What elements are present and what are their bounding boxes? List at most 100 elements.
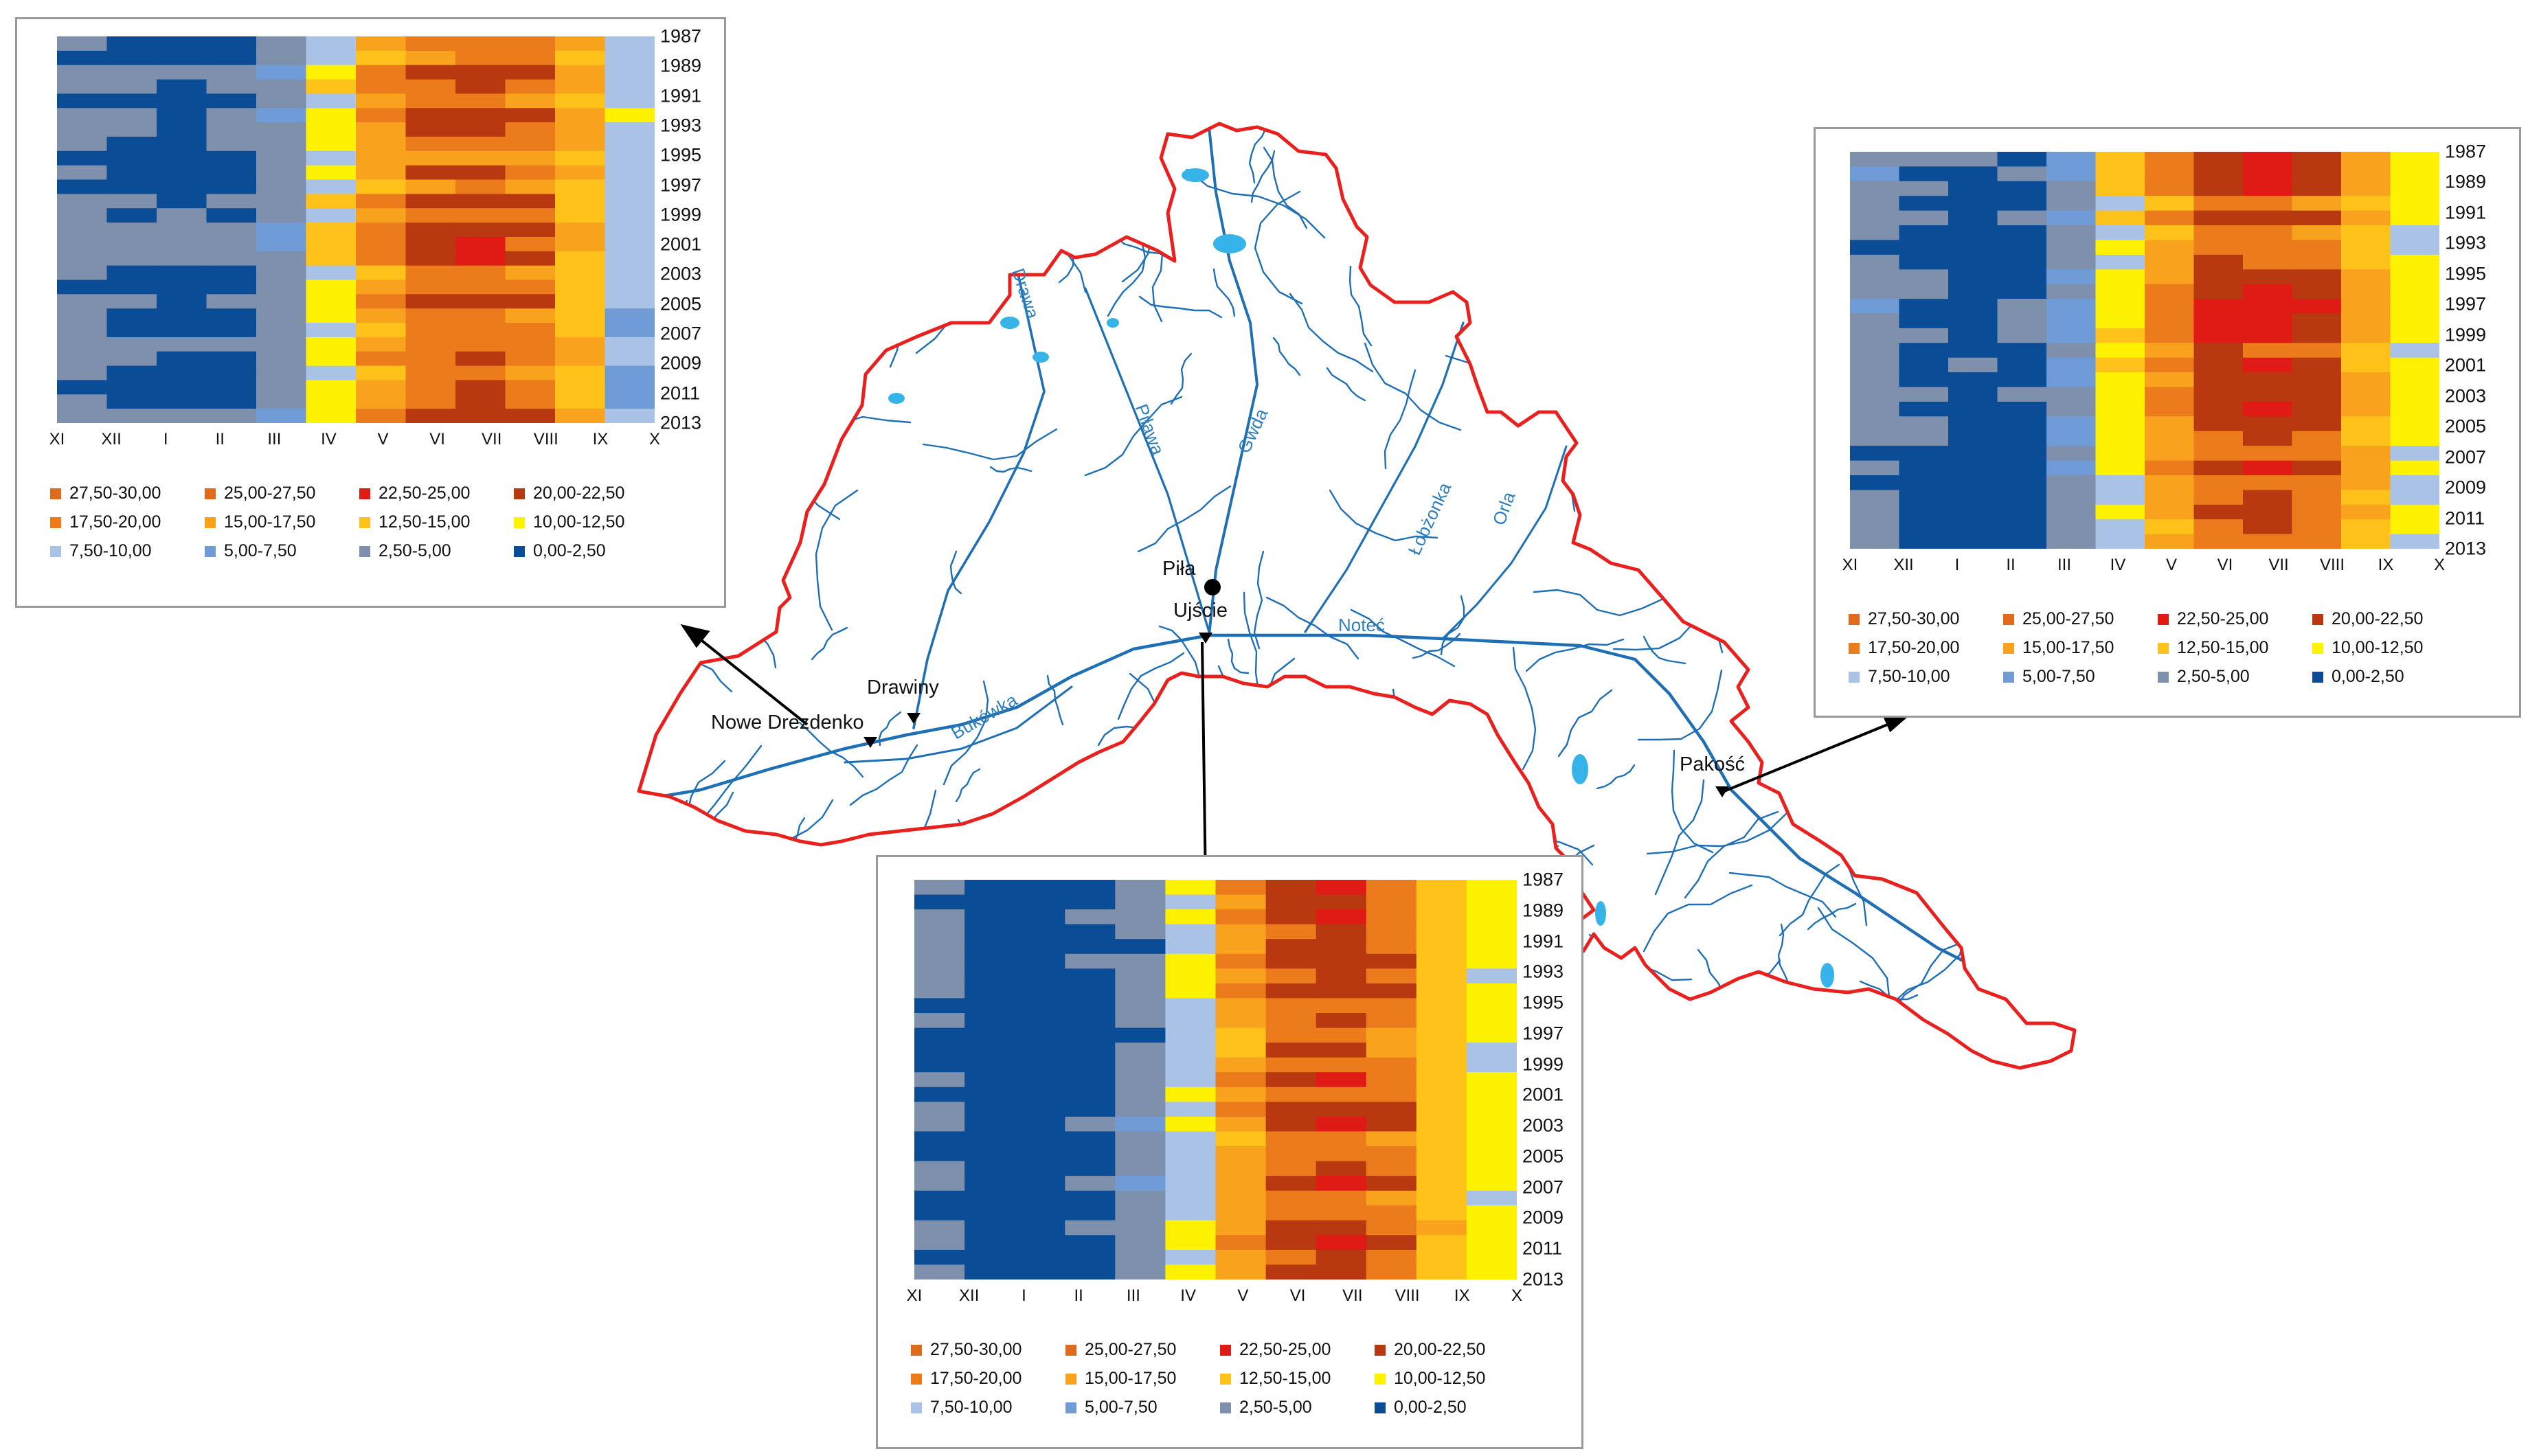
legend-swatch-icon <box>2003 613 2014 625</box>
heatmap-cell <box>1065 1264 1116 1279</box>
heatmap-cell <box>1997 343 2047 359</box>
heatmap-cell <box>1015 894 1066 910</box>
heatmap-cell <box>2046 431 2097 446</box>
place-label-ujscie: Ujście <box>1173 600 1228 622</box>
heatmap-cell <box>157 280 207 295</box>
legend-item: 27,50-30,00 <box>911 1340 1065 1360</box>
heatmap-cell <box>2193 284 2244 299</box>
heatmap-cell <box>106 150 157 166</box>
legend-swatch-icon <box>1849 613 1860 625</box>
heatmap-cell <box>605 323 655 338</box>
heatmap-cell <box>206 280 257 295</box>
heatmap-cell <box>1316 1087 1367 1103</box>
heatmap-cell <box>1997 534 2047 549</box>
heatmap-cell <box>505 93 556 109</box>
legend-item: 0,00-2,50 <box>2312 667 2467 687</box>
heatmap-cell <box>1165 1043 1217 1058</box>
heatmap-cell <box>2046 446 2097 462</box>
heatmap-cell <box>2145 475 2195 491</box>
x-tick-label: III <box>2057 556 2072 574</box>
heatmap-cell <box>2341 254 2391 271</box>
heatmap-cell <box>256 280 307 295</box>
heatmap-cell <box>2292 519 2342 535</box>
legend-label: 15,00-17,50 <box>224 512 316 532</box>
heatmap-cell <box>964 998 1015 1014</box>
chart-legend: 27,50-30,00 25,00-27,50 22,50-25,00 20,00-2… <box>911 1340 1529 1418</box>
tributary-stream <box>1629 508 1749 566</box>
heatmap-cell <box>1215 1027 1267 1043</box>
y-tick-label: 2005 <box>1522 1146 1564 1167</box>
heatmap-cell <box>555 365 606 381</box>
heatmap-cell <box>106 280 157 295</box>
heatmap-cell <box>455 337 506 352</box>
heatmap-cell <box>455 79 506 95</box>
legend-label: 2,50-5,00 <box>1239 1398 1312 1417</box>
legend-swatch-icon <box>2003 671 2014 683</box>
heatmap-cell <box>2145 284 2195 299</box>
heatmap-cell <box>1115 1027 1166 1043</box>
heatmap-cell <box>914 909 965 925</box>
legend-label: 0,00-2,50 <box>2332 667 2404 686</box>
heatmap-cell <box>1466 968 1517 984</box>
heatmap-cell <box>57 223 108 238</box>
heatmap-cell <box>306 108 357 123</box>
heatmap-cell <box>1316 953 1367 970</box>
heatmap-cell <box>256 337 307 352</box>
heatmap-cell <box>1416 1161 1467 1176</box>
heatmap-cell <box>2095 240 2145 255</box>
heatmap-cell <box>356 179 407 195</box>
heatmap-cell <box>306 265 357 281</box>
heatmap-cell <box>2046 490 2097 505</box>
heatmap-cell <box>57 122 108 137</box>
heatmap-cell <box>914 1220 965 1236</box>
heatmap-cell <box>1015 1235 1066 1251</box>
heatmap-cell <box>1948 504 1998 520</box>
heatmap-cell <box>505 165 556 181</box>
legend-swatch-icon <box>911 1344 922 1356</box>
tributary-stream <box>1637 669 1723 741</box>
heatmap-cell <box>1850 166 1900 182</box>
heatmap-cell <box>356 365 407 381</box>
heatmap-cell <box>2145 299 2195 315</box>
heatmap-cell <box>2341 313 2391 329</box>
heatmap-cell <box>1065 983 1116 999</box>
heatmap-cell <box>1997 372 2047 388</box>
tributary-stream <box>989 140 1054 222</box>
heatmap-cell <box>1850 196 1900 212</box>
heatmap-cell <box>1948 416 1998 432</box>
heatmap-cell <box>1997 460 2047 476</box>
heatmap-cell <box>455 251 506 266</box>
heatmap-cell <box>2046 299 2097 315</box>
heatmap-cell <box>1948 401 1998 418</box>
heatmap-cell <box>1265 968 1317 984</box>
y-axis-year-labels: 1987 1989 1991 1993 1995 1997 1999 2001 2003 2005… <box>1522 869 1584 1290</box>
heatmap-cell <box>1416 1102 1467 1117</box>
legend-swatch-icon <box>205 516 216 528</box>
heatmap-cell <box>2046 152 2097 168</box>
heatmap-cell <box>57 137 108 152</box>
heatmap-cell <box>1997 519 2047 535</box>
heatmap-cell <box>1466 983 1517 999</box>
x-tick-label: I <box>1022 1286 1026 1305</box>
y-tick-label: 2013 <box>2445 538 2487 559</box>
heatmap-cell <box>1165 1264 1217 1279</box>
heatmap-cell <box>1899 152 1949 168</box>
heatmap-cell <box>1316 1235 1367 1251</box>
heatmap-cell <box>1466 1102 1517 1117</box>
heatmap-cell <box>106 165 157 181</box>
heatmap-cell <box>2193 299 2244 315</box>
heatmap-cell <box>2292 269 2342 285</box>
heatmap-cell <box>1899 269 1949 285</box>
legend-label: 17,50-20,00 <box>1868 638 1960 657</box>
legend-swatch-icon <box>1220 1373 1231 1385</box>
heatmap-cell <box>964 1057 1015 1073</box>
tributary-stream <box>1047 124 1101 183</box>
heatmap-cell <box>455 179 506 195</box>
legend-item: 5,00-7,50 <box>2003 667 2158 687</box>
heatmap-cell <box>2292 152 2342 168</box>
heatmap-cell <box>914 1043 965 1058</box>
legend-swatch-icon <box>50 516 61 528</box>
heatmap-cell <box>1466 894 1517 910</box>
heatmap-cell <box>106 236 157 252</box>
heatmap-cell <box>1997 210 2047 226</box>
